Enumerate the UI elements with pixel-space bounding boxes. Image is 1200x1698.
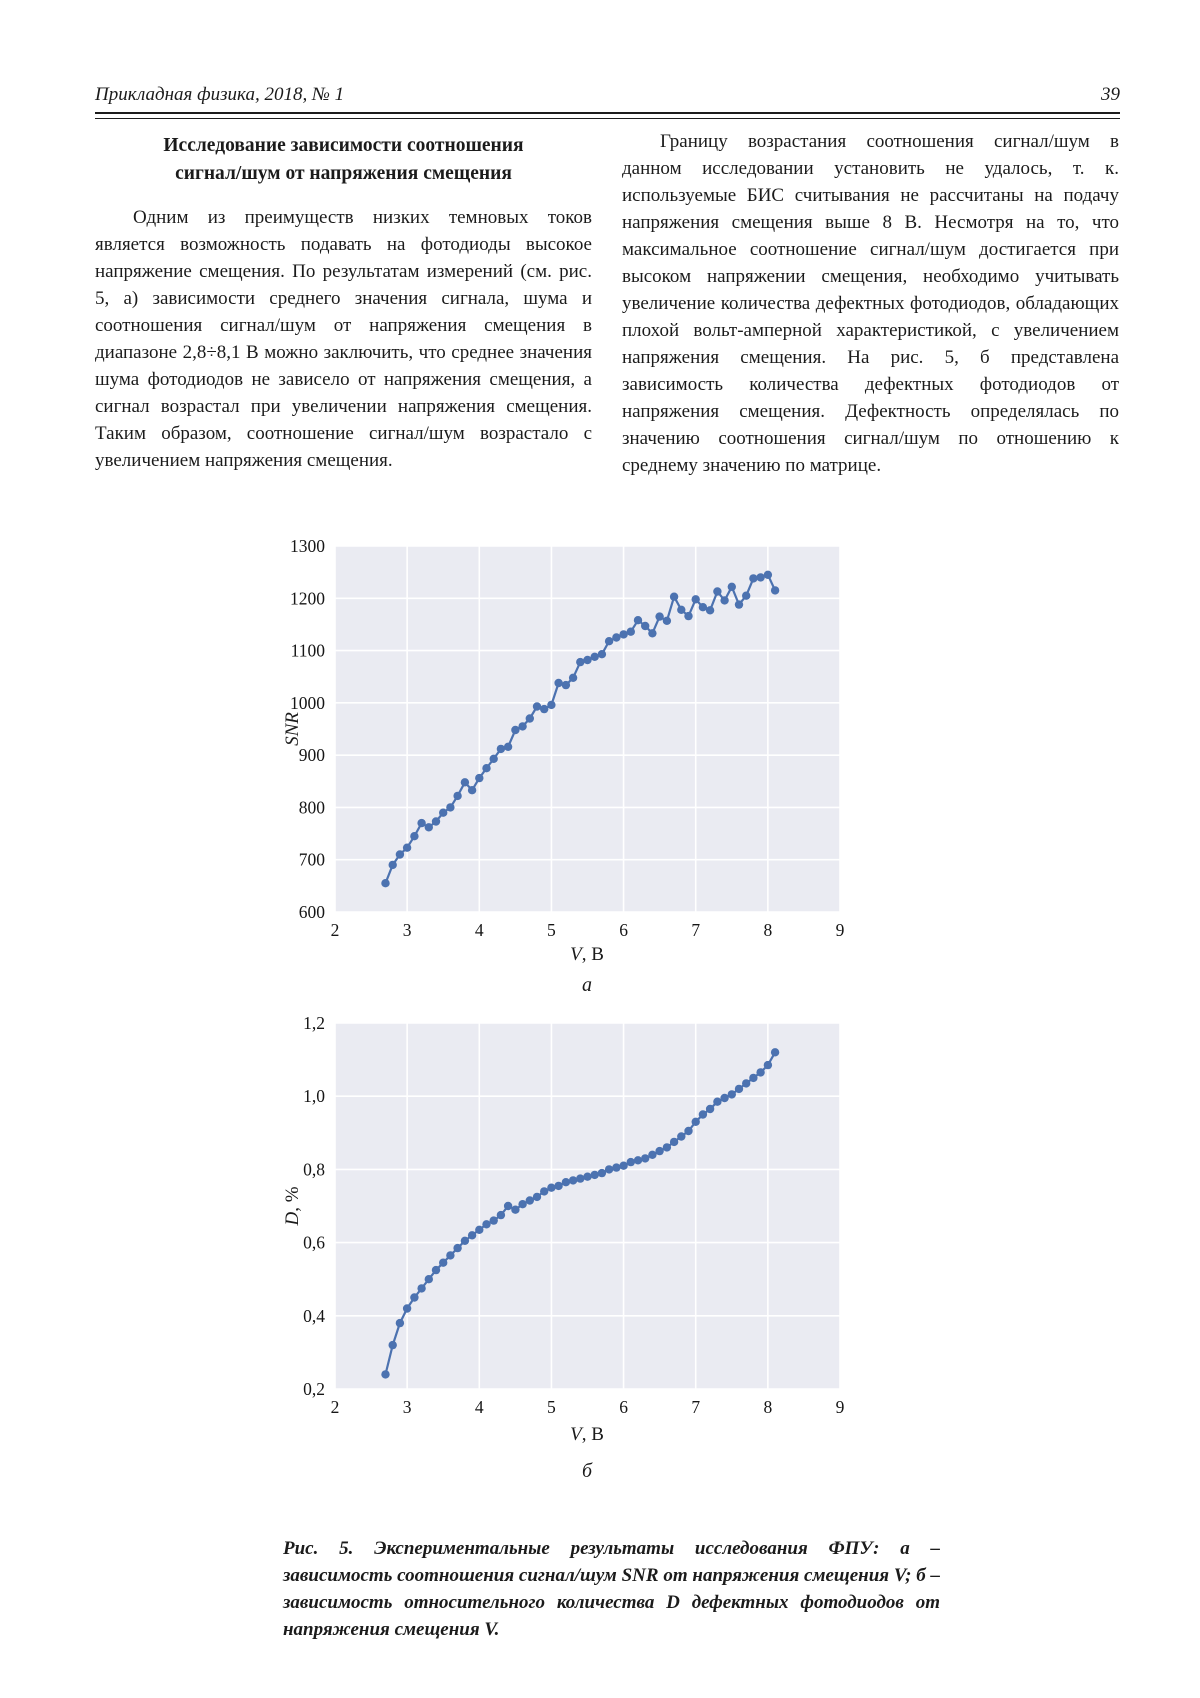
section-title: Исследование зависимости соотношения сиг…: [95, 132, 592, 188]
svg-text:0,2: 0,2: [303, 1379, 325, 1399]
svg-text:9: 9: [836, 1397, 845, 1417]
chart-b-defects-vs-voltage: 2 3 4 5 6 7 8 9 0,2 0,4 0,6 0,8 1,0 1,2: [303, 1015, 845, 1417]
svg-text:5: 5: [547, 920, 556, 940]
svg-text:1000: 1000: [290, 693, 325, 713]
page-number: 39: [1101, 84, 1120, 105]
svg-text:0,6: 0,6: [303, 1233, 325, 1253]
chart-a-x-axis-label: V, В: [570, 944, 604, 965]
svg-text:6: 6: [619, 920, 628, 940]
left-column-paragraph: Одним из преимуществ низких темновых ток…: [95, 207, 592, 471]
svg-text:8: 8: [763, 1397, 772, 1417]
svg-text:2: 2: [331, 1397, 340, 1417]
svg-text:6: 6: [619, 1397, 628, 1417]
svg-text:4: 4: [475, 920, 484, 940]
svg-text:3: 3: [403, 920, 412, 940]
svg-text:2: 2: [331, 920, 340, 940]
svg-text:1,2: 1,2: [303, 1015, 325, 1033]
right-column: Границу возрастания соотношения сигнал/ш…: [622, 128, 1119, 479]
svg-text:1200: 1200: [290, 588, 325, 608]
svg-text:600: 600: [299, 902, 326, 922]
svg-text:8: 8: [763, 920, 772, 940]
section-title-line1: Исследование зависимости соотношения: [163, 135, 524, 156]
section-title-line2: сигнал/шум от напряжения смещения: [175, 163, 512, 184]
svg-text:1300: 1300: [290, 538, 325, 556]
right-column-paragraph: Границу возрастания соотношения сигнал/ш…: [622, 131, 1119, 476]
text-columns: Исследование зависимости соотношения сиг…: [95, 128, 1120, 479]
left-column: Исследование зависимости соотношения сиг…: [95, 128, 592, 479]
svg-text:7: 7: [691, 920, 700, 940]
svg-text:0,8: 0,8: [303, 1159, 325, 1179]
svg-text:3: 3: [403, 1397, 412, 1417]
svg-text:700: 700: [299, 850, 326, 870]
chart-a-snr-vs-voltage: 2 3 4 5 6 7 8 9 600 700 800 900 1000 1100 1200 1300: [290, 538, 845, 940]
svg-text:800: 800: [299, 797, 326, 817]
subfigure-label-b: б: [581, 1460, 593, 1482]
svg-text:4: 4: [475, 1397, 484, 1417]
svg-text:900: 900: [299, 745, 326, 765]
subfigure-label-a: а: [582, 974, 592, 996]
svg-text:0,4: 0,4: [303, 1306, 325, 1326]
svg-text:5: 5: [547, 1397, 556, 1417]
chart-b-x-axis-label: V, В: [570, 1424, 604, 1445]
svg-text:7: 7: [691, 1397, 700, 1417]
svg-text:9: 9: [836, 920, 845, 940]
svg-text:1,0: 1,0: [303, 1086, 325, 1106]
svg-text:1100: 1100: [291, 641, 326, 661]
journal-title: Прикладная физика, 2018, № 1: [95, 84, 345, 105]
header-double-rule: [95, 112, 1120, 119]
figure-caption: Рис. 5. Экспериментальные результаты исс…: [283, 1538, 940, 1640]
page-header: Прикладная физика, 2018, № 1 39: [95, 84, 1120, 106]
